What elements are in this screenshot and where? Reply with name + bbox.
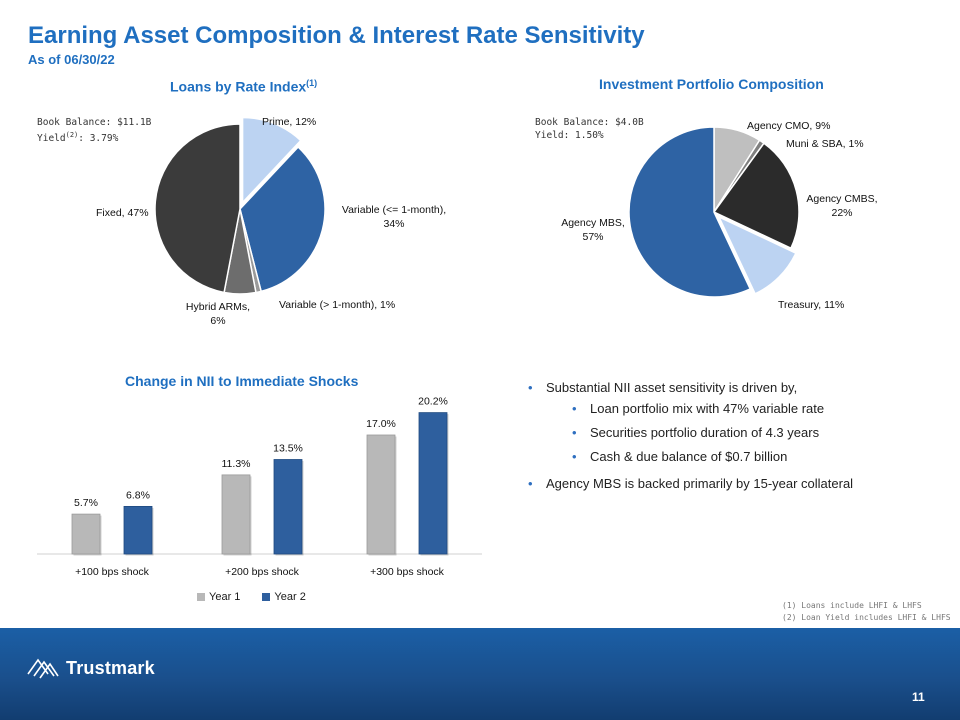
footnotes: (1) Loans include LHFI & LHFS (2) Loan Y… (782, 600, 951, 624)
bar-year-2-0 (123, 505, 153, 555)
inv-pie-slice-2 (712, 142, 800, 250)
bar-label-1-1: 13.5% (273, 443, 303, 455)
loans-title-footnote: (1) (306, 78, 318, 88)
loans-title-text: Loans by Rate Index (170, 78, 307, 95)
trustmark-logo-icon (27, 658, 59, 679)
investment-book-balance: Book Balance: $4.0B (535, 117, 644, 128)
legend-year1-swatch (197, 593, 205, 602)
legend-year2: Year 2 (262, 591, 306, 603)
page-number: 11 (912, 690, 925, 704)
bar-year-1-0 (71, 513, 101, 555)
bar-year-1-2 (366, 434, 396, 555)
loans-pie-slice-1 (239, 145, 326, 293)
legend-year2-swatch (262, 593, 271, 602)
sub-bullet-cash: Cash & due balance of $0.7 billion (572, 449, 948, 464)
footer-band (0, 628, 960, 720)
inv-label-agency-mbs: Agency MBS, 57% (561, 217, 625, 243)
inv-label-muni-sba: Muni & SBA, 1% (786, 138, 864, 150)
bar-year-1-1 (221, 474, 251, 555)
bullet-agency-mbs: Agency MBS is backed primarily by 15-yea… (528, 476, 948, 491)
loans-label-prime: Prime, 12% (262, 116, 317, 128)
loans-label-variable-short: Variable (<= 1-month), 34% (341, 204, 447, 230)
legend-year1: Year 1 (197, 591, 240, 603)
loans-label-hybrid-arms: Hybrid ARMs, 6% (185, 301, 251, 327)
bar-year-2-1 (273, 459, 303, 555)
bar-label-0-0: 5.7% (74, 497, 98, 509)
key-points: Substantial NII asset sensitivity is dri… (528, 380, 948, 491)
investment-chart-title: Investment Portfolio Composition (599, 76, 824, 92)
page-title: Earning Asset Composition & Interest Rat… (28, 22, 645, 49)
category-label-2: +300 bps shock (370, 566, 445, 578)
trustmark-logo: Trustmark (26, 654, 155, 682)
loans-pie-slice-0 (241, 116, 302, 205)
bar-label-0-1: 11.3% (222, 458, 251, 470)
trustmark-wordmark: Trustmark (66, 657, 155, 678)
legend-year1-label: Year 1 (209, 591, 241, 603)
inv-pie-slice-3 (717, 215, 797, 295)
loans-yield: Yield(2): 3.79% (37, 129, 151, 145)
loans-yield-prefix: Yield (37, 133, 66, 145)
bar-year-2-2 (418, 412, 448, 555)
inv-pie-slice-4 (628, 126, 752, 298)
loans-chart-title: Loans by Rate Index(1) (170, 78, 317, 95)
category-label-0: +100 bps shock (75, 566, 150, 578)
bar-label-1-2: 20.2% (418, 396, 448, 408)
bar-label-0-2: 17.0% (366, 418, 396, 430)
category-label-1: +200 bps shock (225, 566, 300, 578)
inv-label-treasury: Treasury, 11% (778, 299, 845, 311)
inv-label-agency-cmo: Agency CMO, 9% (747, 120, 831, 132)
sub-bullet-loan-mix: Loan portfolio mix with 47% variable rat… (572, 401, 948, 416)
loans-pie-slice-4 (154, 123, 241, 294)
inv-label-agency-cmbs: Agency CMBS, 22% (806, 193, 878, 219)
loans-book-balance: Book Balance: $11.1B (37, 117, 152, 128)
footnote-1: (1) Loans include LHFI & LHFS (782, 601, 922, 610)
nii-legend: Year 1 Year 2 (197, 591, 306, 603)
nii-chart-title: Change in NII to Immediate Shocks (125, 373, 359, 389)
loans-yield-value: : 3.79% (78, 133, 119, 145)
bullet-nii-sensitivity: Substantial NII asset sensitivity is dri… (528, 380, 948, 395)
footnote-2: (2) Loan Yield includes LHFI & LHFS (782, 613, 951, 622)
investment-yield: Yield: 1.50% (535, 130, 604, 141)
loans-label-fixed: Fixed, 47% (96, 207, 149, 219)
sub-bullet-duration: Securities portfolio duration of 4.3 yea… (572, 425, 948, 440)
loans-label-variable-long: Variable (> 1-month), 1% (279, 299, 396, 311)
page-subtitle: As of 06/30/22 (28, 52, 115, 67)
loans-meta: Book Balance: $11.1B Yield(2): 3.79% (37, 116, 151, 145)
bar-label-1-0: 6.8% (126, 489, 150, 501)
legend-year2-label: Year 2 (274, 591, 306, 603)
investment-meta: Book Balance: $4.0B Yield: 1.50% (535, 116, 644, 142)
loans-yield-footnote: (2) (65, 131, 79, 139)
